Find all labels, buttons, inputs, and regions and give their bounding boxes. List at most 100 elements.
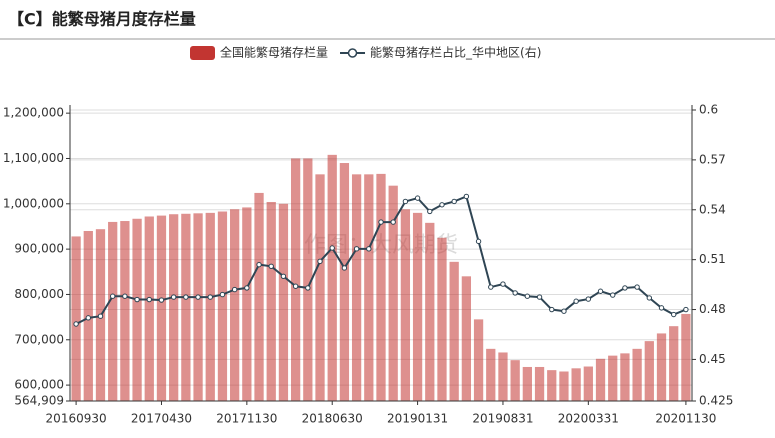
y2-tick-label: 0.57 — [699, 152, 726, 166]
line-point — [280, 273, 287, 279]
bar — [486, 348, 496, 401]
line-point — [549, 306, 555, 313]
line-point — [85, 315, 91, 321]
line-point — [536, 294, 543, 300]
line-point — [73, 321, 79, 327]
line-point — [134, 296, 140, 303]
bar — [400, 209, 411, 401]
bar — [254, 192, 264, 401]
bar — [510, 360, 520, 401]
bar — [144, 216, 154, 401]
line-point — [488, 284, 494, 290]
bar — [217, 211, 228, 401]
bar — [534, 366, 545, 401]
line-point — [122, 293, 128, 299]
y2-tick-label: 0.54 — [699, 202, 726, 216]
bar — [71, 236, 81, 401]
legend: 全国能繁母猪存栏量 能繁母猪存栏占比_华中地区(右) — [190, 45, 541, 60]
y2-tick-label: 0.425 — [699, 394, 733, 408]
bar — [559, 371, 569, 401]
line-point — [585, 296, 592, 302]
x-tick-label: 20201130 — [655, 412, 716, 426]
line-point — [475, 238, 482, 245]
legend-swatch — [190, 46, 215, 60]
line-point — [622, 285, 628, 291]
line-point — [597, 288, 604, 294]
bar — [644, 341, 654, 401]
bar — [620, 353, 630, 401]
bar — [388, 185, 398, 401]
legend-label: 能繁母猪存栏占比_华中地区(右) — [370, 45, 541, 60]
bar — [315, 174, 325, 401]
bar — [132, 218, 142, 401]
line-point — [329, 245, 335, 251]
bar — [608, 355, 618, 401]
bar — [681, 313, 691, 401]
bar — [290, 158, 301, 401]
y2-tick-label: 0.51 — [699, 252, 726, 266]
bar — [632, 348, 642, 401]
line-point — [366, 246, 372, 252]
line-point — [427, 208, 433, 215]
line-point — [671, 311, 677, 318]
bar — [266, 201, 276, 401]
y-tick-label: 700,000 — [14, 332, 64, 346]
bar — [364, 174, 374, 401]
line-point — [573, 298, 579, 304]
y-tick-label: 1,000,000 — [3, 196, 64, 210]
line-point — [378, 219, 384, 225]
bar — [120, 221, 130, 401]
x-tick-label: 20170430 — [131, 412, 192, 426]
x-tick-label: 20190131 — [387, 412, 448, 426]
legend-swatch-point — [347, 48, 358, 58]
line-point — [97, 313, 104, 319]
bar — [498, 352, 508, 401]
bar — [327, 154, 337, 401]
y-tick-label: 600,000 — [14, 378, 64, 392]
line-point — [207, 294, 213, 300]
line-point — [183, 294, 189, 300]
line-point — [305, 285, 311, 291]
bar — [571, 368, 581, 401]
line-point — [646, 295, 653, 301]
bar — [449, 261, 459, 401]
line-point — [341, 265, 348, 271]
bar — [461, 276, 472, 401]
line-point — [292, 283, 299, 289]
line-point — [353, 246, 360, 252]
line-point — [231, 286, 238, 293]
bar — [242, 207, 252, 401]
y-tick-label: 1,100,000 — [3, 151, 64, 165]
bar — [278, 203, 289, 401]
line-point — [170, 294, 177, 300]
line-point — [414, 195, 421, 201]
line-point — [219, 291, 226, 298]
line-point — [256, 261, 262, 268]
bar — [169, 214, 179, 401]
x-tick-label: 20200331 — [558, 412, 619, 426]
line-point — [463, 193, 470, 200]
line-point — [268, 263, 274, 270]
bar — [547, 370, 557, 401]
bar — [412, 212, 423, 401]
line-point — [158, 297, 165, 303]
legend-label: 全国能繁母猪存栏量 — [220, 45, 328, 60]
line-point — [500, 281, 506, 287]
line-point — [402, 198, 409, 205]
line-point — [634, 284, 640, 290]
x-tick-label: 20180630 — [302, 412, 363, 426]
y-tick-label: 900,000 — [14, 242, 64, 256]
line-point — [146, 296, 152, 303]
y2-tick-label: 0.6 — [699, 102, 718, 116]
bar — [522, 366, 532, 401]
bar — [437, 237, 447, 401]
bar — [108, 221, 118, 401]
y-tick-label: 1,200,000 — [3, 106, 64, 120]
bar — [351, 174, 362, 401]
x-tick-label: 20171130 — [216, 412, 277, 426]
line-point — [683, 306, 689, 313]
line-point — [195, 294, 201, 300]
line-point — [439, 202, 445, 208]
bar — [473, 319, 484, 401]
bar — [205, 212, 215, 401]
